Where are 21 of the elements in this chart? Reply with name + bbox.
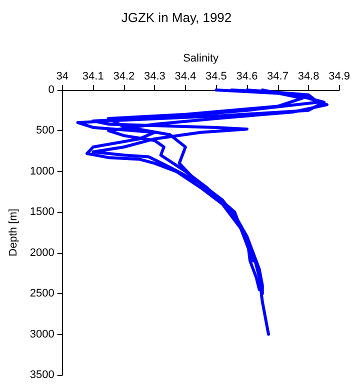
chart-title: JGZK in May, 1992 xyxy=(121,10,232,25)
y-tick-label: 0 xyxy=(48,84,54,96)
x-tick-label: 34.3 xyxy=(144,70,166,82)
y-tick-label: 1500 xyxy=(30,206,54,218)
x-tick-label: 34.4 xyxy=(174,70,196,82)
x-tick-label: 34.5 xyxy=(206,70,227,82)
x-tick-label: 34.6 xyxy=(236,70,258,82)
x-tick-label: 34.2 xyxy=(113,70,135,82)
y-tick-label: 2000 xyxy=(30,246,54,259)
x-tick-label: 34.1 xyxy=(82,70,104,82)
y-tick-label: 2500 xyxy=(30,288,54,300)
x-tick-label: 34 xyxy=(56,70,68,82)
y-tick-label: 1000 xyxy=(30,165,54,178)
x-tick-label: 34.8 xyxy=(298,70,320,82)
x-tick-label: 34.9 xyxy=(328,70,350,82)
x-axis-title: Salinity xyxy=(183,52,220,64)
y-tick-label: 3000 xyxy=(30,328,54,340)
y-tick-label: 3500 xyxy=(30,369,54,381)
y-axis-title: Depth [m] xyxy=(8,208,20,256)
x-tick-label: 34.7 xyxy=(267,70,288,82)
y-tick-label: 500 xyxy=(36,124,54,137)
